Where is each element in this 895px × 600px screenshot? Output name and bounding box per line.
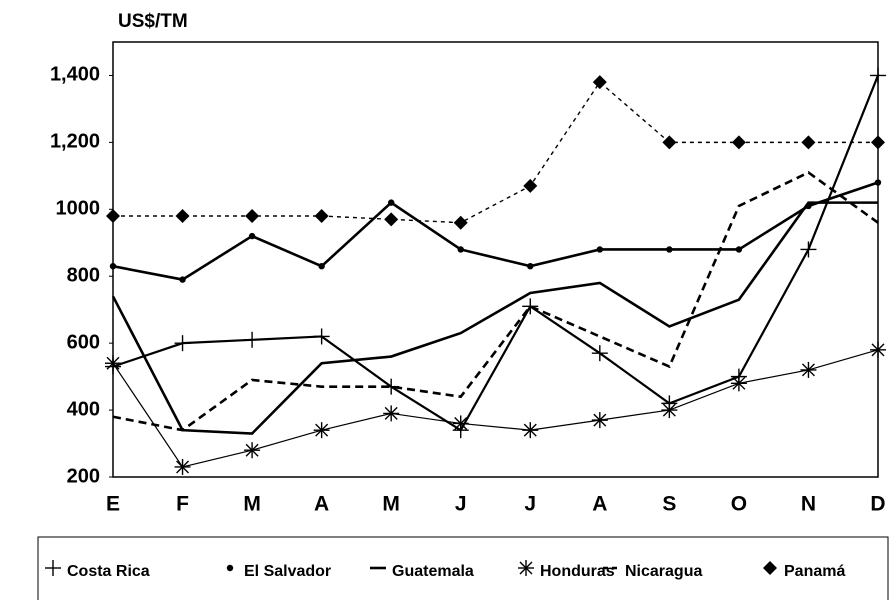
marker [800, 361, 817, 378]
marker [452, 415, 469, 432]
marker [244, 331, 261, 348]
series-line [112, 349, 879, 468]
marker-stroke [315, 423, 329, 437]
y-tick-label: 1,200 [50, 131, 100, 153]
marker [527, 262, 534, 270]
marker [106, 209, 120, 223]
marker [179, 276, 186, 283]
marker-stroke [871, 343, 885, 357]
marker [105, 355, 121, 372]
y-tick-label: 200 [67, 465, 100, 487]
series-line [111, 201, 878, 435]
marker [175, 209, 190, 223]
series-line [112, 75, 880, 432]
marker-stroke [106, 356, 120, 370]
legend-swatch [518, 560, 534, 576]
y-tick-label: 1,400 [50, 64, 100, 86]
marker-stroke [384, 406, 398, 420]
marker-stroke [176, 460, 190, 474]
x-tick-label: F [176, 493, 189, 516]
x-tick-label: A [314, 493, 329, 516]
marker [801, 135, 816, 150]
y-tick-label: 1000 [56, 198, 101, 220]
legend-swatch [226, 564, 234, 572]
legend-label: Nicaragua [625, 563, 702, 580]
x-tick-label: M [382, 493, 400, 516]
x-tick-label: D [870, 493, 885, 516]
legend-label: El Salvador [244, 563, 331, 580]
x-tick-label: E [106, 493, 120, 516]
marker [730, 375, 747, 392]
series-line [113, 81, 878, 224]
legend-label: Costa Rica [67, 563, 150, 580]
marker [874, 179, 882, 186]
marker [870, 341, 886, 358]
marker [244, 442, 261, 459]
marker [666, 246, 673, 253]
marker [457, 246, 464, 253]
marker [522, 298, 539, 315]
marker [318, 262, 325, 270]
marker-stroke [519, 561, 533, 575]
marker [387, 199, 395, 206]
marker [313, 422, 330, 439]
marker [109, 262, 117, 270]
marker [522, 422, 539, 439]
marker [174, 458, 191, 475]
marker [245, 209, 260, 223]
y-tick-label: 600 [67, 331, 100, 353]
marker [735, 246, 743, 253]
y-axis-label: US$/TM [118, 11, 188, 32]
marker [591, 345, 608, 362]
marker [313, 328, 330, 345]
marker-stroke [801, 363, 815, 377]
legend-label: Honduras [540, 563, 615, 580]
legend-box [37, 536, 889, 600]
series-line [112, 170, 879, 432]
legend-label: Guatemala [392, 563, 474, 580]
legend-swatch [45, 560, 61, 576]
marker [661, 402, 678, 419]
marker [596, 246, 604, 253]
marker [384, 212, 399, 227]
marker [591, 412, 608, 429]
marker [800, 241, 817, 258]
marker [870, 67, 886, 84]
marker [662, 135, 677, 150]
marker-stroke [245, 443, 259, 457]
y-tick-label: 400 [67, 398, 100, 420]
legend-label: Panamá [784, 563, 845, 580]
marker [731, 135, 746, 150]
plot-frame [112, 41, 879, 478]
marker [314, 209, 329, 223]
marker [592, 75, 607, 90]
marker-stroke [732, 376, 746, 390]
y-tick-label: 800 [67, 265, 100, 287]
x-tick-label: M [243, 493, 261, 516]
marker-stroke [454, 416, 468, 430]
legend-swatch [763, 561, 777, 575]
marker [174, 335, 191, 352]
x-tick-label: N [801, 493, 816, 516]
x-tick-label: S [662, 493, 676, 516]
marker-stroke [593, 413, 607, 427]
marker [248, 232, 256, 240]
x-tick-label: J [524, 493, 536, 516]
x-tick-label: O [731, 493, 747, 516]
marker [453, 215, 468, 230]
marker [523, 178, 538, 193]
x-tick-label: A [592, 493, 607, 516]
marker-stroke [523, 423, 537, 437]
marker [871, 135, 885, 150]
marker [383, 405, 400, 422]
marker-stroke [662, 403, 676, 417]
x-tick-label: J [455, 493, 467, 516]
series-line [112, 181, 879, 281]
